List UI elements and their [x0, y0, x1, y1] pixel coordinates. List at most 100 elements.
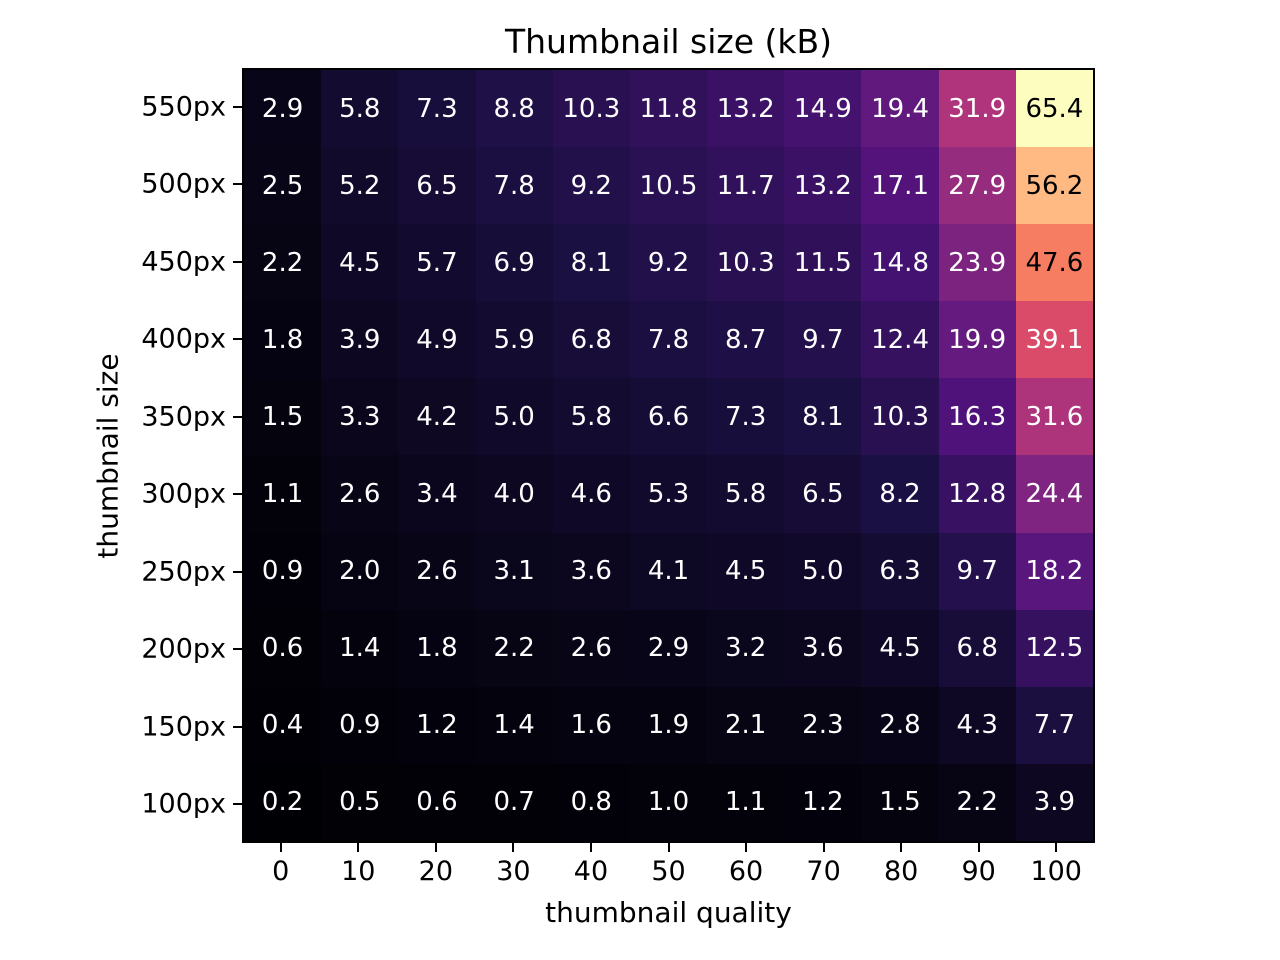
heatmap-cell: 6.5: [784, 455, 862, 533]
heatmap-cell: 6.5: [398, 147, 476, 225]
heatmap-cell: 23.9: [938, 224, 1016, 302]
y-tick-mark: [233, 570, 242, 573]
heatmap-cell: 7.7: [1015, 686, 1093, 764]
heatmap-cell: 11.8: [629, 70, 708, 148]
heatmap-cell: 4.9: [398, 301, 476, 379]
heatmap-cell: 6.3: [861, 532, 939, 610]
heatmap-cell: 4.0: [475, 455, 553, 533]
heatmap-cell: 4.3: [938, 686, 1016, 764]
heatmap-cell: 9.7: [784, 301, 862, 379]
heatmap-cell: 13.2: [784, 147, 862, 225]
heatmap-cell: 31.6: [1015, 378, 1093, 456]
heatmap-cell: 2.6: [398, 532, 476, 610]
heatmap-cell: 19.9: [938, 301, 1016, 379]
heatmap-cell: 13.2: [707, 70, 785, 148]
heatmap-cell: 3.3: [321, 378, 399, 456]
heatmap-cell: 4.5: [321, 224, 399, 302]
heatmap-cell: 1.8: [244, 301, 322, 379]
heatmap-cell: 65.4: [1015, 70, 1093, 148]
heatmap-cell: 2.9: [244, 70, 322, 148]
heatmap-cell: 56.2: [1015, 147, 1093, 225]
y-tick-mark: [233, 415, 242, 418]
heatmap-cell: 47.6: [1015, 224, 1093, 302]
heatmap-cell: 2.8: [861, 686, 939, 764]
heatmap-cell: 16.3: [938, 378, 1016, 456]
x-tick-mark: [822, 843, 825, 852]
heatmap-cell: 9.2: [552, 147, 630, 225]
heatmap-cell: 39.1: [1015, 301, 1093, 379]
heatmap-cell: 0.4: [244, 686, 322, 764]
heatmap-cell: 4.5: [707, 532, 785, 610]
heatmap-cell: 9.7: [938, 532, 1016, 610]
heatmap-cell: 1.5: [861, 763, 939, 841]
heatmap-cell: 1.6: [552, 686, 630, 764]
heatmap-cell: 6.6: [629, 378, 708, 456]
heatmap-cell: 1.5: [244, 378, 322, 456]
heatmap-cell: 3.2: [707, 609, 785, 687]
heatmap-cell: 3.1: [475, 532, 553, 610]
x-tick-mark: [977, 843, 980, 852]
heatmap-cell: 5.0: [475, 378, 553, 456]
heatmap-cell: 12.5: [1015, 609, 1093, 687]
x-tick-label: 0: [272, 856, 290, 887]
heatmap-cell: 6.8: [938, 609, 1016, 687]
heatmap-cell: 4.1: [629, 532, 708, 610]
heatmap-cell: 31.9: [938, 70, 1016, 148]
heatmap-cell: 5.7: [398, 224, 476, 302]
heatmap-cell: 8.7: [707, 301, 785, 379]
heatmap-cell: 5.8: [707, 455, 785, 533]
y-tick-label: 100px: [141, 788, 226, 820]
x-tick-label: 80: [883, 856, 919, 887]
heatmap-cell: 3.4: [398, 455, 476, 533]
heatmap-cell: 6.9: [475, 224, 553, 302]
heatmap-cell: 14.8: [861, 224, 939, 302]
heatmap-cell: 10.3: [707, 224, 785, 302]
heatmap-cell: 1.4: [321, 609, 399, 687]
heatmap-cell: 5.8: [321, 70, 399, 148]
heatmap-cell: 2.2: [244, 224, 322, 302]
heatmap-cell: 24.4: [1015, 455, 1093, 533]
heatmap-cell: 5.0: [784, 532, 862, 610]
x-tick-label: 100: [1030, 856, 1082, 887]
heatmap-plot-area: 2.9 5.8 7.3 8.8 10.3 11.8 13.2 14.9 19.4 31.9 65.4…: [242, 68, 1095, 843]
heatmap-cell: 1.0: [629, 763, 708, 841]
y-tick-label: 150px: [141, 711, 226, 743]
heatmap-cell: 11.5: [784, 224, 862, 302]
heatmap-cell: 1.2: [784, 763, 862, 841]
heatmap-cell: 5.2: [321, 147, 399, 225]
y-tick-label: 250px: [141, 556, 226, 588]
x-tick-label: 40: [573, 856, 609, 887]
heatmap-cell: 1.1: [244, 455, 322, 533]
heatmap-cell: 8.1: [784, 378, 862, 456]
heatmap-cell: 5.3: [629, 455, 708, 533]
heatmap-cell: 3.6: [784, 609, 862, 687]
y-tick-label: 550px: [141, 91, 226, 123]
y-tick-mark: [233, 493, 242, 496]
x-tick-mark: [900, 843, 903, 852]
y-tick-mark: [233, 803, 242, 806]
x-tick-mark: [434, 843, 437, 852]
y-tick-label: 200px: [141, 633, 226, 665]
heatmap-cell: 8.1: [552, 224, 630, 302]
chart-title: Thumbnail size (kB): [504, 22, 833, 61]
y-tick-mark: [233, 260, 242, 263]
heatmap-cell: 5.8: [552, 378, 630, 456]
x-tick-mark: [279, 843, 282, 852]
heatmap-cell: 8.8: [475, 70, 553, 148]
y-tick-label: 500px: [141, 168, 226, 200]
heatmap-cell: 2.9: [629, 609, 708, 687]
heatmap-cell: 0.9: [321, 686, 399, 764]
heatmap-cell: 2.0: [321, 532, 399, 610]
x-tick-mark: [357, 843, 360, 852]
heatmap-cell: 27.9: [938, 147, 1016, 225]
heatmap-cell: 12.8: [938, 455, 1016, 533]
heatmap-cell: 1.9: [629, 686, 708, 764]
heatmap-cell: 2.5: [244, 147, 322, 225]
heatmap-cell: 1.2: [398, 686, 476, 764]
x-tick-label: 60: [728, 856, 764, 887]
heatmap-cell: 0.7: [475, 763, 553, 841]
heatmap-cell: 2.6: [321, 455, 399, 533]
y-tick-mark: [233, 338, 242, 341]
x-tick-label: 30: [496, 856, 531, 887]
heatmap-cell: 4.5: [861, 609, 939, 687]
